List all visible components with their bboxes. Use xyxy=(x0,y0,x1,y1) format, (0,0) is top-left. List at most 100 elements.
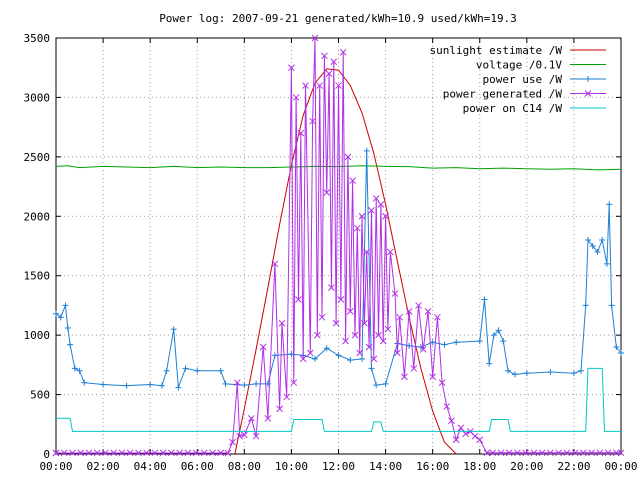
data-point xyxy=(368,206,375,214)
data-point xyxy=(363,147,370,154)
data-point xyxy=(344,153,352,161)
data-point xyxy=(321,52,328,60)
data-point xyxy=(67,341,74,348)
y-tick-label: 2000 xyxy=(24,210,51,223)
data-point xyxy=(401,373,408,381)
data-point xyxy=(135,449,142,457)
data-point xyxy=(429,373,437,381)
legend-label: power use /W xyxy=(483,73,563,86)
data-point xyxy=(599,237,606,244)
data-point xyxy=(585,237,592,244)
data-point xyxy=(604,449,612,457)
data-point xyxy=(325,70,333,78)
data-point xyxy=(415,302,422,309)
data-point xyxy=(182,365,189,372)
y-tick-label: 3000 xyxy=(24,91,51,104)
y-tick-label: 2500 xyxy=(24,151,51,164)
data-point xyxy=(283,393,291,401)
data-point xyxy=(438,379,446,387)
legend-label: voltage /0.1V xyxy=(476,59,562,72)
data-point xyxy=(523,370,530,377)
data-point xyxy=(512,371,519,378)
data-point xyxy=(292,94,300,101)
x-tick-label: 06:00 xyxy=(181,460,214,473)
data-point xyxy=(233,379,241,387)
data-point xyxy=(356,349,364,357)
data-point xyxy=(471,432,479,440)
data-point xyxy=(252,432,260,440)
x-tick-label: 08:00 xyxy=(228,460,261,473)
data-point xyxy=(253,380,260,387)
data-point xyxy=(328,284,335,291)
data-point xyxy=(297,129,305,137)
data-point xyxy=(330,58,338,66)
x-tick-label: 18:00 xyxy=(463,460,496,473)
legend-label: power on C14 /W xyxy=(463,102,563,115)
x-tick-label: 00:00 xyxy=(604,460,637,473)
data-point xyxy=(271,352,278,359)
data-point xyxy=(361,319,368,327)
data-point xyxy=(318,313,326,321)
data-point xyxy=(295,296,302,303)
data-point xyxy=(486,360,493,367)
data-point xyxy=(337,296,345,303)
series-power-generated-w xyxy=(52,34,625,457)
data-point xyxy=(64,325,71,332)
data-point xyxy=(351,331,359,339)
data-point xyxy=(419,346,427,353)
data-point xyxy=(209,449,216,457)
data-point xyxy=(316,82,324,89)
data-point xyxy=(147,381,154,388)
data-point xyxy=(332,319,340,327)
data-point xyxy=(384,325,392,333)
data-point xyxy=(200,449,208,457)
series-line xyxy=(234,68,457,455)
data-point xyxy=(158,382,165,389)
data-point xyxy=(170,326,177,333)
data-point xyxy=(570,370,577,377)
x-tick-label: 20:00 xyxy=(510,460,543,473)
data-point xyxy=(175,384,182,391)
data-point xyxy=(76,367,83,374)
data-point xyxy=(612,449,620,457)
data-point xyxy=(489,449,497,457)
data-point xyxy=(217,449,225,457)
data-point xyxy=(495,327,502,334)
data-point xyxy=(271,260,279,268)
data-point xyxy=(60,449,68,457)
data-point xyxy=(276,405,283,413)
data-point xyxy=(514,449,521,457)
data-point xyxy=(394,349,401,357)
data-point xyxy=(373,382,380,389)
series-power-on-c14-w xyxy=(56,367,621,432)
x-tick-label: 14:00 xyxy=(369,460,402,473)
data-point xyxy=(547,368,554,375)
data-point xyxy=(483,449,491,457)
data-point xyxy=(405,308,413,315)
data-point xyxy=(194,367,201,374)
y-tick-label: 3500 xyxy=(24,32,51,45)
data-point xyxy=(311,355,318,362)
data-point xyxy=(596,449,604,457)
data-point xyxy=(530,449,538,457)
x-tick-label: 12:00 xyxy=(322,460,355,473)
legend-label: power generated /W xyxy=(443,88,563,101)
data-point xyxy=(306,349,314,357)
axis-layer: 0 500 1000 1500 2000 2500 3000 3500 00:00 02:00 04… xyxy=(24,32,638,473)
y-tick-label: 1500 xyxy=(24,270,51,283)
data-point xyxy=(453,339,460,346)
x-tick-label: 02:00 xyxy=(87,460,120,473)
data-point xyxy=(143,449,150,457)
legend-marker xyxy=(584,90,592,97)
data-point xyxy=(335,352,342,359)
data-point xyxy=(339,48,347,56)
series-layer xyxy=(52,34,625,457)
data-point xyxy=(448,417,455,425)
data-point xyxy=(579,449,587,457)
data-point xyxy=(57,314,64,321)
data-point xyxy=(342,337,349,345)
data-point xyxy=(617,449,625,457)
